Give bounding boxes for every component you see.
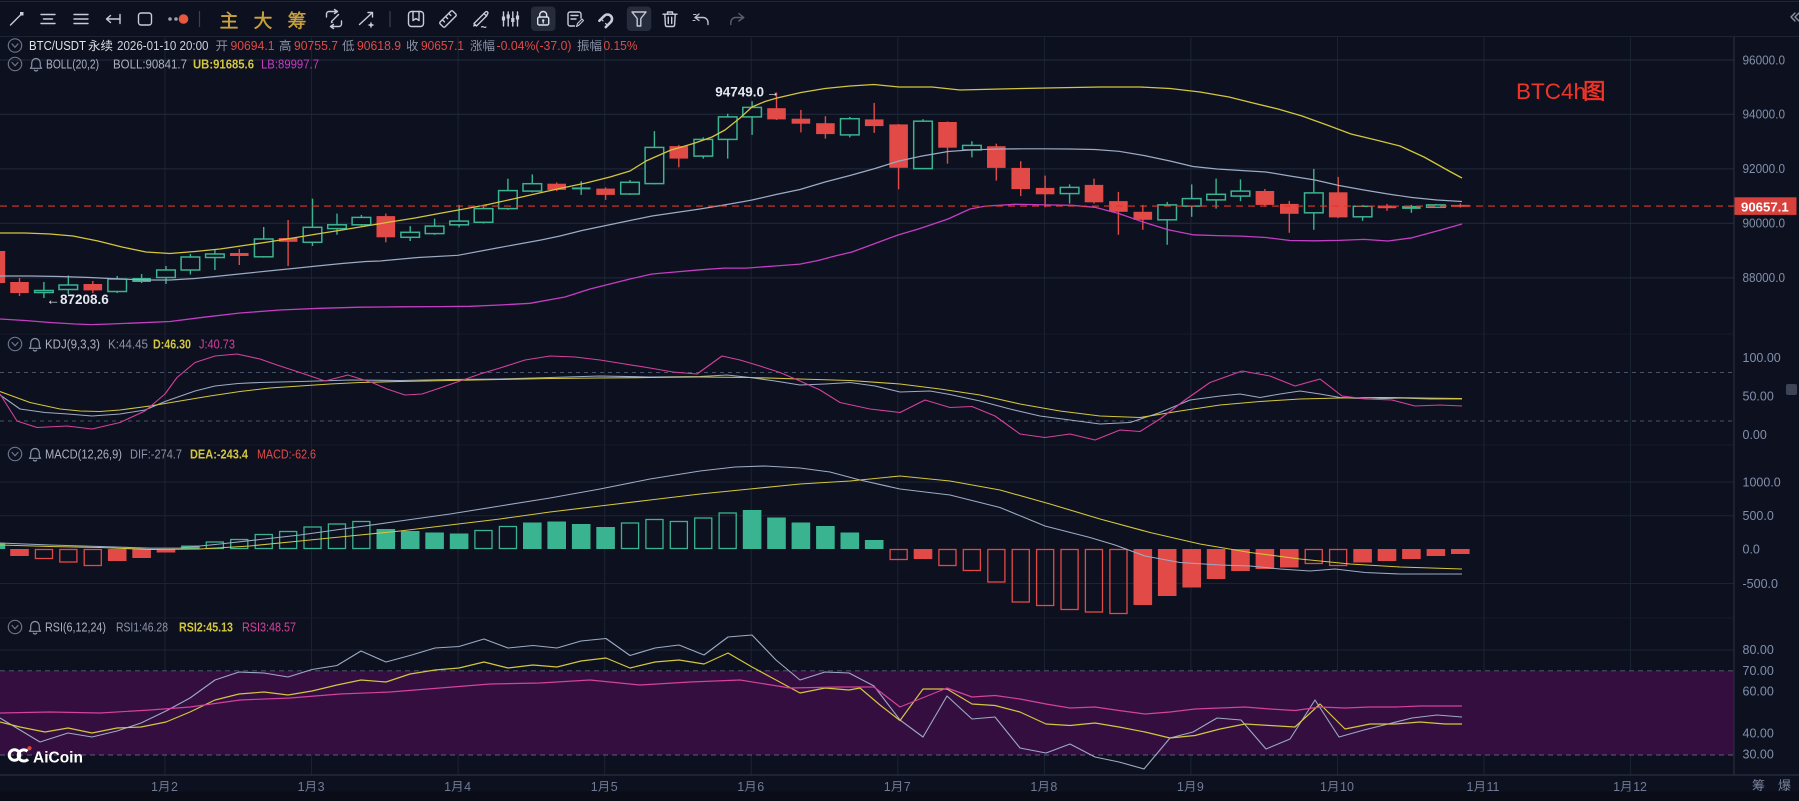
svg-text:BOLL:90841.7: BOLL:90841.7 [113,58,187,72]
svg-text:1: 1 [1613,780,1620,794]
svg-text:500.0: 500.0 [1743,509,1774,523]
svg-text:2: 2 [171,780,178,794]
svg-text:60.00: 60.00 [1743,685,1774,699]
svg-text:9: 9 [1197,780,1204,794]
svg-text:90657.1: 90657.1 [1741,199,1789,214]
svg-text:1: 1 [1177,780,1184,794]
svg-text:RSI1:46.28: RSI1:46.28 [116,621,168,635]
svg-text:UB:91685.6: UB:91685.6 [193,58,254,72]
svg-text:70.00: 70.00 [1743,664,1774,678]
svg-text:0.0: 0.0 [1743,542,1760,556]
svg-text:87208.6: 87208.6 [60,292,109,307]
svg-text:BOLL(20,2): BOLL(20,2) [46,58,99,72]
svg-text:100.00: 100.00 [1743,351,1781,365]
svg-text:1: 1 [1467,780,1474,794]
svg-text:90000.0: 90000.0 [1743,217,1786,231]
svg-text:80.00: 80.00 [1743,643,1774,657]
svg-text:DEA:-243.4: DEA:-243.4 [190,448,248,462]
svg-text:6: 6 [757,780,764,794]
svg-text:96000.0: 96000.0 [1743,53,1786,67]
svg-text:1: 1 [298,780,305,794]
svg-text:94000.0: 94000.0 [1743,108,1786,122]
svg-text:MACD:-62.6: MACD:-62.6 [257,448,316,462]
svg-text:30.00: 30.00 [1743,748,1774,762]
svg-text:LB:89997.7: LB:89997.7 [261,58,319,72]
svg-text:0.00: 0.00 [1743,428,1767,442]
svg-text:K:44.45: K:44.45 [108,338,148,352]
svg-text:7: 7 [904,780,911,794]
svg-text:88000.0: 88000.0 [1743,271,1786,285]
svg-text:RSI(6,12,24): RSI(6,12,24) [45,621,106,635]
svg-text:1: 1 [737,780,744,794]
svg-text:D:46.30: D:46.30 [153,338,191,352]
svg-text:-500.0: -500.0 [1743,577,1778,591]
svg-text:90755.7: 90755.7 [294,38,338,53]
svg-text:→: → [767,85,780,100]
svg-text:3: 3 [318,780,325,794]
svg-text:1: 1 [151,780,158,794]
svg-text:90618.9: 90618.9 [357,38,401,53]
svg-text:0.15%: 0.15% [604,38,638,53]
svg-text:5: 5 [611,780,618,794]
svg-text:BTC4h: BTC4h [1516,79,1586,104]
svg-text:RSI2:45.13: RSI2:45.13 [179,621,233,635]
svg-text:12: 12 [1633,780,1647,794]
svg-text:1: 1 [1320,780,1327,794]
svg-text:90694.1: 90694.1 [231,38,275,53]
svg-text:1: 1 [444,780,451,794]
svg-text:90657.1: 90657.1 [421,38,464,53]
svg-text:RSI3:48.57: RSI3:48.57 [242,621,296,635]
svg-text:1: 1 [1030,780,1037,794]
svg-text:J:40.73: J:40.73 [199,338,235,352]
svg-text:10: 10 [1340,780,1354,794]
svg-text:BTC/USDT: BTC/USDT [29,38,86,53]
svg-text:11: 11 [1487,780,1500,794]
svg-text:1: 1 [884,780,891,794]
svg-text:2026-01-10 20:00: 2026-01-10 20:00 [117,38,209,53]
svg-text:8: 8 [1050,780,1057,794]
svg-text:92000.0: 92000.0 [1743,162,1786,176]
svg-text:MACD(12,26,9): MACD(12,26,9) [45,448,122,462]
svg-text:DIF:-274.7: DIF:-274.7 [130,448,182,462]
svg-text:50.00: 50.00 [1743,389,1774,403]
svg-text:40.00: 40.00 [1743,727,1774,741]
svg-text:4: 4 [464,780,471,794]
svg-text:1000.0: 1000.0 [1743,475,1781,489]
svg-text:1: 1 [591,780,598,794]
svg-text:KDJ(9,3,3): KDJ(9,3,3) [45,338,100,352]
svg-text:94749.0: 94749.0 [715,85,764,100]
svg-text:AiCoin: AiCoin [33,750,83,767]
svg-text:-0.04%(-37.0): -0.04%(-37.0) [497,38,572,53]
svg-text:←: ← [46,292,60,308]
